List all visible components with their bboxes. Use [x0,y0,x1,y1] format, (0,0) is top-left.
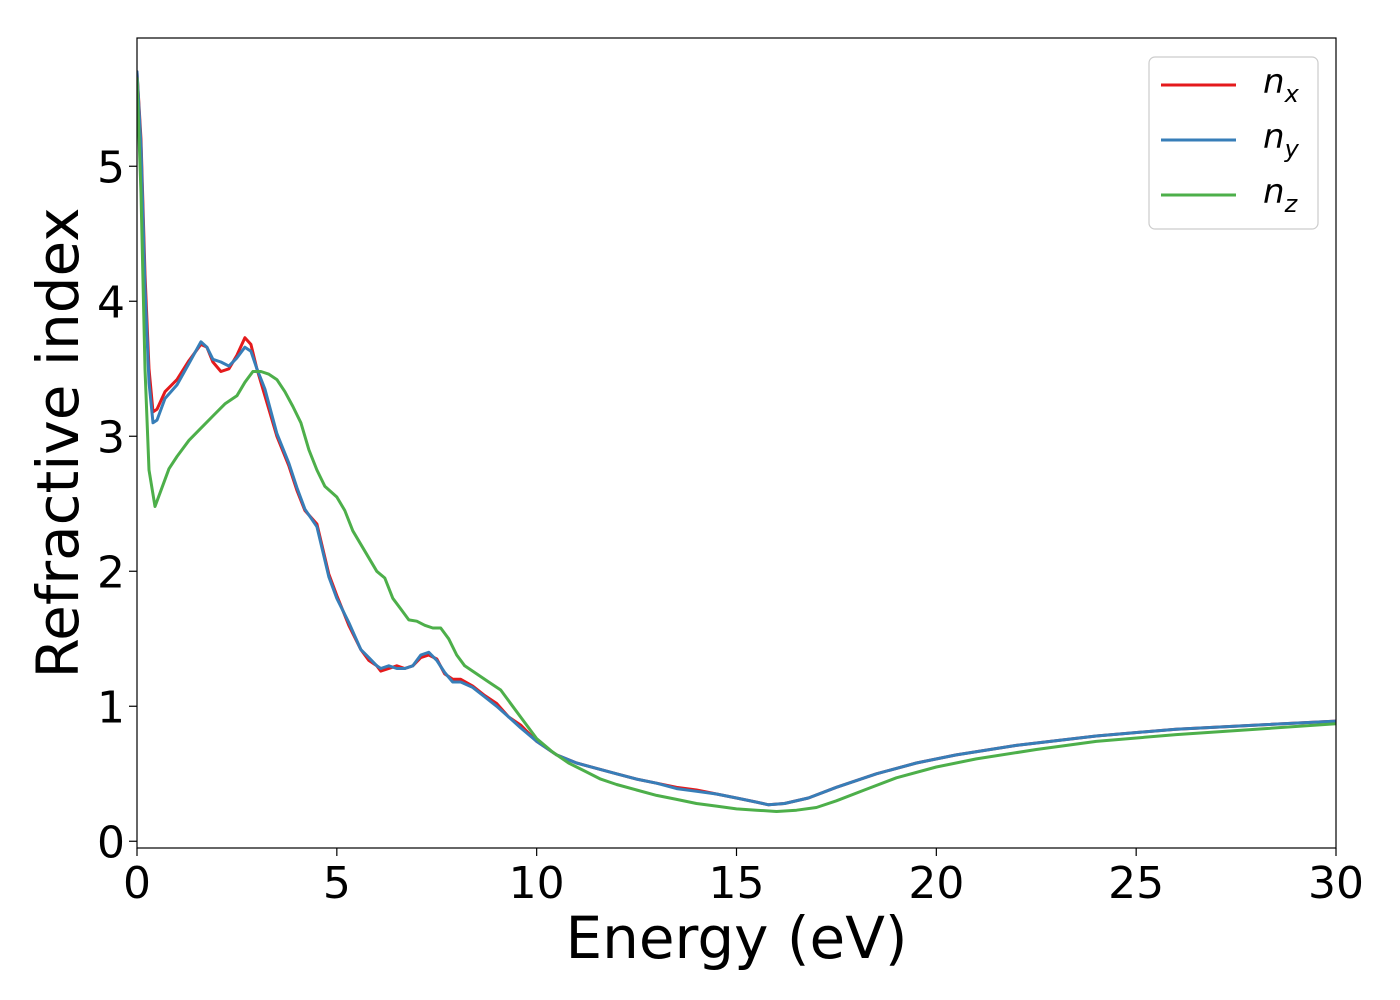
legend-label-y: ny [1263,117,1300,163]
series-layer [137,70,1336,813]
y-tick-label: 3 [97,412,125,463]
x-tick-label: 30 [1308,858,1364,909]
legend-label-x: nx [1263,62,1300,108]
legend-label-z: nz [1263,172,1299,218]
x-tick-label: 10 [509,858,565,909]
legend: nx ny nz [1148,56,1319,230]
y-tick-label: 0 [97,817,125,868]
series-line-y [137,70,1336,807]
y-tick-label: 2 [97,547,125,598]
x-axis-title: Energy (eV) [565,904,907,972]
x-tick-label: 0 [123,858,151,909]
x-tick-label: 5 [323,858,351,909]
ticks-layer: 0 5 10 15 20 25 30 0 1 2 3 4 5 [97,142,1364,909]
y-tick-label: 4 [97,277,125,328]
x-tick-label: 20 [908,858,964,909]
y-tick-label: 1 [97,682,125,733]
y-axis-title: Refractive index [24,207,92,678]
y-tick-label: 5 [97,142,125,193]
x-tick-label: 15 [709,858,765,909]
x-tick-label: 25 [1108,858,1164,909]
legend-box [1148,56,1319,230]
series-line-z [137,77,1336,813]
